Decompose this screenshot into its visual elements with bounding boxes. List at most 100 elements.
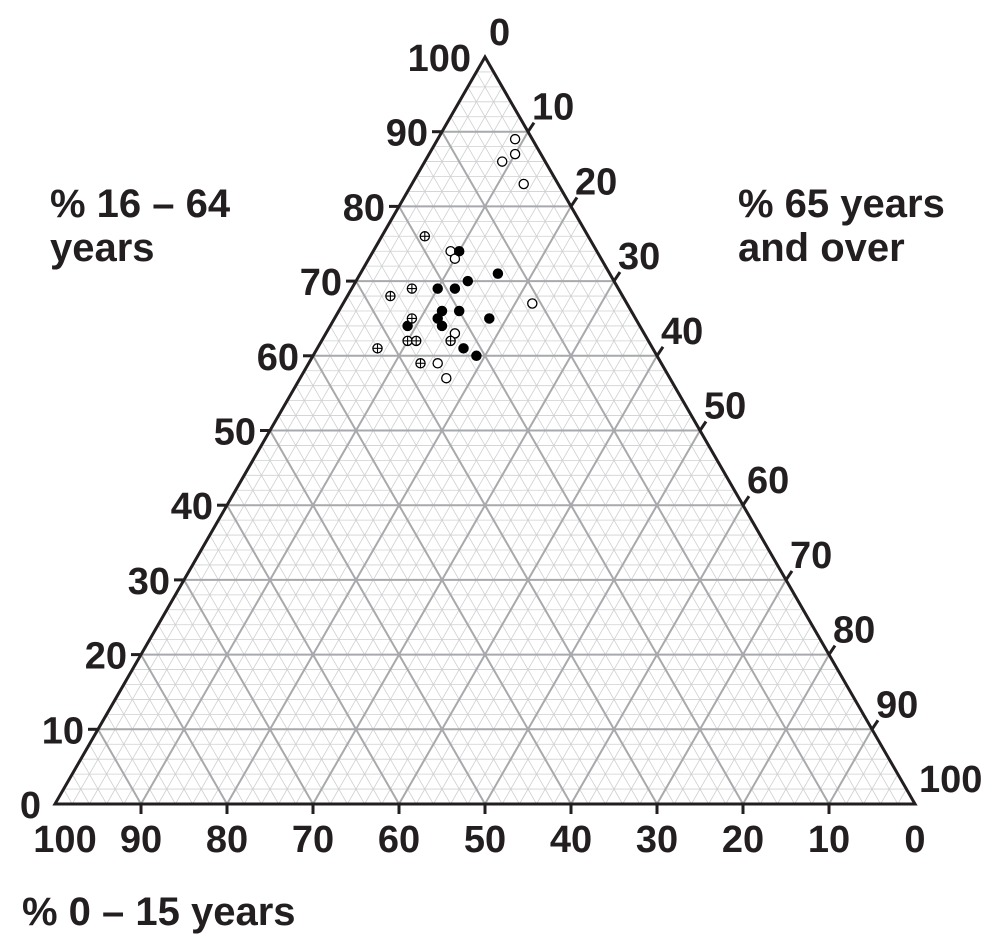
bottom-tick-label: 10: [808, 819, 850, 861]
bottom-tick-label: 20: [722, 819, 764, 861]
data-point-open-circle: [509, 133, 521, 145]
data-point-filled-circle: [432, 283, 443, 294]
minor-grid-line: [587, 519, 752, 805]
minor-grid-line: [106, 101, 512, 805]
minor-grid-line: [200, 549, 348, 805]
data-point-crossed-circle: [406, 313, 418, 324]
data-points: [372, 133, 538, 384]
left-tick-label: 20: [85, 636, 127, 678]
data-point-open-circle: [432, 358, 443, 369]
left-axis-title: % 16 – 64 years: [50, 182, 230, 270]
right-axis-title: % 65 years and over: [738, 182, 945, 270]
left-axis-title-line1: % 16 – 64: [50, 182, 231, 226]
minor-grid-line: [467, 415, 692, 805]
data-point-open-circle: [496, 156, 508, 167]
minor-grid-line: [880, 773, 899, 805]
filled-circle-marker: [453, 245, 465, 257]
data-point-open-circle: [441, 372, 452, 384]
right-tick-label: 100: [919, 759, 982, 801]
left-tick-label: 80: [343, 187, 385, 229]
minor-grid-line: [63, 788, 73, 805]
right-tick-mark: [784, 570, 794, 581]
right-tick-mark: [655, 345, 665, 357]
minor-grid-line: [897, 788, 907, 805]
data-point-filled-circle: [492, 268, 504, 279]
major-grid-line: [742, 654, 830, 805]
minor-grid-line: [243, 475, 434, 805]
data-point-crossed-circle: [445, 335, 456, 347]
left-tick-label: 100: [408, 38, 471, 80]
filled-circle-marker: [492, 268, 504, 279]
data-point-crossed-circle: [406, 283, 418, 294]
minor-grid-line: [252, 460, 451, 805]
bottom-tick-label: 40: [550, 819, 592, 861]
minor-grid-line: [639, 564, 778, 805]
right-tick-label: 20: [575, 161, 617, 203]
right-tick-label: 0: [489, 12, 510, 54]
minor-grid-line: [329, 325, 606, 805]
minor-grid-line: [338, 310, 623, 805]
filled-circle-marker: [449, 283, 461, 294]
left-tick-label: 70: [300, 262, 342, 304]
left-tick-label: 90: [386, 113, 428, 155]
minor-grid-line: [123, 684, 193, 805]
data-point-filled-circle: [471, 350, 482, 362]
bottom-tick-label: 50: [464, 819, 506, 861]
right-axis-title-line2: and over: [738, 226, 905, 270]
minor-grid-line: [553, 490, 735, 805]
data-point-crossed-circle: [402, 335, 413, 347]
right-tick-label: 60: [747, 460, 789, 502]
minor-grid-line: [407, 191, 761, 805]
filled-circle-marker: [462, 275, 474, 287]
filled-circle-marker: [453, 305, 465, 317]
bottom-tick-label: 90: [120, 819, 162, 861]
bottom-tick-label: 0: [904, 819, 925, 861]
minor-grid-line: [458, 101, 864, 805]
minor-grid-line: [209, 191, 563, 805]
data-point-filled-circle: [458, 343, 469, 354]
bottom-tick-label: 70: [292, 819, 334, 861]
left-tick-label: 60: [257, 337, 299, 379]
minor-grid-line: [304, 370, 555, 805]
minor-grid-line: [691, 609, 804, 805]
major-grid-line: [441, 131, 830, 805]
minor-grid-line: [381, 340, 649, 805]
minor-grid-line: [759, 669, 838, 805]
data-point-filled-circle: [453, 245, 465, 257]
minor-grid-line: [622, 549, 770, 805]
minor-grid-line: [725, 639, 821, 805]
major-grid-line: [484, 430, 701, 805]
major-grid-line: [312, 280, 615, 805]
bottom-tick-label: 60: [378, 819, 420, 861]
circle-marker: [441, 372, 452, 384]
left-tick-label: 50: [214, 412, 256, 454]
major-grid-line: [355, 280, 658, 805]
circle-marker: [527, 298, 538, 309]
right-tick-mark: [569, 196, 579, 208]
right-tick-label: 90: [876, 684, 918, 726]
data-point-filled-circle: [453, 305, 465, 317]
major-grid-line: [656, 579, 787, 805]
minor-grid-line: [243, 221, 580, 805]
data-point-crossed-circle: [372, 343, 383, 354]
right-tick-mark: [741, 495, 751, 507]
right-axis-title-line1: % 65 years: [738, 182, 945, 226]
minor-grid-line: [192, 564, 331, 805]
minor-grid-line: [149, 639, 245, 805]
major-grid-line: [828, 728, 873, 805]
minor-grid-line: [71, 71, 494, 805]
right-tick-mark: [612, 271, 622, 282]
minor-grid-line: [132, 669, 211, 805]
right-tick-label: 10: [532, 87, 574, 129]
data-point-open-circle: [518, 178, 529, 190]
filled-circle-marker: [484, 313, 495, 324]
minor-grid-line: [863, 758, 890, 805]
right-tick-label: 70: [790, 535, 832, 577]
minor-grid-line: [424, 161, 795, 805]
left-tick-label: 40: [171, 486, 213, 528]
minor-grid-line: [433, 385, 675, 805]
left-tick-label: 30: [128, 561, 170, 603]
right-tick-mark: [827, 644, 837, 656]
left-tick-label: 0: [20, 785, 41, 827]
major-grid-line: [570, 504, 744, 805]
